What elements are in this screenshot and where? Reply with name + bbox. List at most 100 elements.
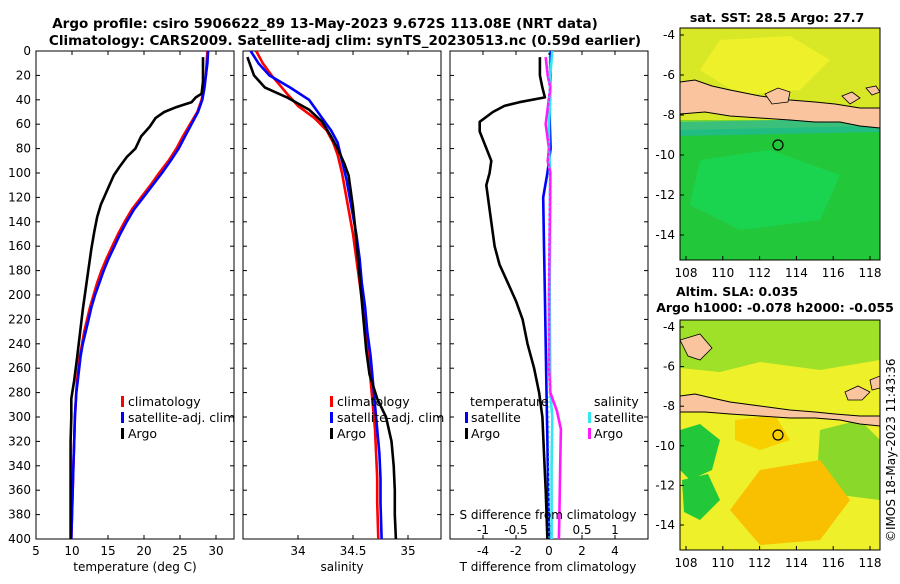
legend-s-argo-label: Argo bbox=[594, 426, 623, 441]
map-y-tick-label: -6 bbox=[663, 68, 675, 82]
x-tick-label: -4 bbox=[477, 544, 489, 558]
x-tick-label: 15 bbox=[100, 544, 115, 558]
depth-tick-label: 400 bbox=[8, 532, 31, 546]
salinity-plot-frame bbox=[242, 50, 442, 540]
sla-orange-patch-2 bbox=[735, 415, 790, 450]
series-line-climatology bbox=[70, 51, 209, 539]
salinity-legend: climatology satellite-adj. clim Argo bbox=[330, 394, 444, 441]
x-tick-label: 0 bbox=[545, 544, 553, 558]
legend-s-argo-swatch bbox=[588, 428, 591, 439]
map-x-tick-label: 114 bbox=[785, 266, 808, 280]
legend-climatology-swatch bbox=[121, 396, 124, 407]
series-line-argo bbox=[246, 56, 398, 539]
x-tick-label: 30 bbox=[208, 544, 223, 558]
map-y-tick-label: -14 bbox=[655, 228, 675, 242]
map-y-tick-label: -8 bbox=[663, 108, 675, 122]
sla-map-title-1: Altim. SLA: 0.035 bbox=[676, 284, 798, 299]
depth-tick-label: 80 bbox=[16, 142, 31, 156]
sla-north-green bbox=[680, 320, 880, 372]
map-x-tick-label: 118 bbox=[859, 266, 882, 280]
legend-t-argo-swatch bbox=[465, 428, 468, 439]
x-tick-label: 5 bbox=[32, 544, 40, 558]
map-x-tick-label: 116 bbox=[822, 556, 845, 570]
legend-s-satellite-label: satellite bbox=[594, 410, 644, 425]
top-tick-label: -1 bbox=[477, 523, 489, 537]
depth-tick-label: 340 bbox=[8, 459, 31, 473]
salinity-series bbox=[246, 51, 398, 539]
sla-map: Altim. SLA: 0.035 Argo h1000: -0.078 h20… bbox=[655, 284, 893, 570]
x-tick-label: 10 bbox=[64, 544, 79, 558]
header-line-2: Climatology: CARS2009. Satellite-adj cli… bbox=[49, 33, 641, 49]
map-x-tick-label: 108 bbox=[675, 266, 698, 280]
depth-tick-label: 280 bbox=[8, 386, 31, 400]
legend-satellite-swatch bbox=[330, 412, 333, 423]
sla-island-north bbox=[844, 385, 871, 401]
sla-green-west bbox=[680, 424, 720, 480]
sla-argo-location-marker bbox=[772, 429, 784, 441]
temperature-plot-frame bbox=[35, 50, 235, 540]
x-tick-label: 2 bbox=[578, 544, 586, 558]
map-y-tick-label: -8 bbox=[663, 399, 675, 413]
legend-argo-label: Argo bbox=[128, 426, 157, 441]
sst-island-east bbox=[841, 91, 861, 105]
x-tick-label: 34.5 bbox=[340, 544, 367, 558]
map-x-tick-label: 110 bbox=[711, 556, 734, 570]
sst-map-frame bbox=[679, 27, 881, 261]
series-line-t-argo bbox=[478, 57, 549, 539]
x-tick-label: 4 bbox=[611, 544, 619, 558]
map-y-tick-label: -12 bbox=[655, 188, 675, 202]
legend-argo-label: Argo bbox=[337, 426, 366, 441]
depth-tick-label: 60 bbox=[16, 117, 31, 131]
series-line-climatology bbox=[255, 51, 380, 539]
sst-island-north bbox=[764, 87, 791, 105]
map-x-tick-label: 116 bbox=[822, 266, 845, 280]
map-y-tick-label: -10 bbox=[655, 439, 675, 453]
depth-tick-label: 360 bbox=[8, 483, 31, 497]
map-x-tick-label: 112 bbox=[748, 266, 771, 280]
legend-t-satellite-swatch bbox=[465, 412, 468, 423]
depth-tick-label: 200 bbox=[8, 288, 31, 302]
difference-xlabel: T difference from climatology bbox=[459, 560, 637, 574]
sst-argo-location-marker bbox=[772, 139, 784, 151]
legend-satellite-label: satellite-adj. clim bbox=[128, 410, 235, 425]
map-y-tick-label: -4 bbox=[663, 320, 675, 334]
depth-tick-label: 380 bbox=[8, 508, 31, 522]
depth-tick-label: 20 bbox=[16, 68, 31, 82]
legend-temperature-heading: temperature bbox=[470, 394, 549, 409]
legend-argo-swatch bbox=[330, 428, 333, 439]
depth-tick-label: 100 bbox=[8, 166, 31, 180]
map-y-tick-label: -14 bbox=[655, 518, 675, 532]
sla-map-title-2: Argo h1000: -0.078 h2000: -0.055 bbox=[656, 300, 894, 315]
depth-tick-label: 240 bbox=[8, 337, 31, 351]
sst-map: sat. SST: 28.5 Argo: 27.7 -4 -6 -8 -10 -12 -1… bbox=[655, 10, 881, 280]
depth-tick-label: 160 bbox=[8, 239, 31, 253]
map-y-tick-label: -10 bbox=[655, 148, 675, 162]
difference-legend: temperature satellite Argo salinity sate… bbox=[465, 394, 644, 441]
depth-tick-label: 120 bbox=[8, 190, 31, 204]
depth-tick-label: 180 bbox=[8, 264, 31, 278]
sla-island-east bbox=[869, 375, 880, 391]
depth-tick-label: 40 bbox=[16, 93, 31, 107]
map-x-tick-label: 110 bbox=[711, 266, 734, 280]
x-tick-label: 20 bbox=[136, 544, 151, 558]
x-tick-label: -2 bbox=[510, 544, 522, 558]
depth-tick-label: 320 bbox=[8, 434, 31, 448]
temperature-legend: climatology satellite-adj. clim Argo bbox=[121, 394, 235, 441]
temperature-xlabel: temperature (deg C) bbox=[73, 560, 196, 574]
sla-orange-patch bbox=[730, 460, 850, 545]
sst-yellow-patch bbox=[700, 36, 830, 95]
depth-axis-ticks: 0 20 40 60 80 100 120 140 160 180 200 220 240 260 280 3… bbox=[8, 44, 648, 546]
map-x-tick-label: 112 bbox=[748, 556, 771, 570]
sst-map-ticks: -4 -6 -8 -10 -12 -14 108 110 112 114 116 118 bbox=[655, 28, 881, 280]
imos-timestamp: ©IMOS 18-May-2023 11:43:36 bbox=[884, 358, 898, 542]
top-tick-label: -0.5 bbox=[504, 523, 527, 537]
series-line-satellite-adj-clim bbox=[70, 51, 210, 539]
legend-climatology-label: climatology bbox=[128, 394, 201, 409]
map-y-tick-label: -4 bbox=[663, 28, 675, 42]
sst-landmass-java bbox=[680, 79, 880, 129]
top-tick-label: 0.5 bbox=[572, 523, 591, 537]
x-tick-label: 34 bbox=[290, 544, 305, 558]
legend-t-argo-label: Argo bbox=[471, 426, 500, 441]
salinity-x-ticks: 34 34.5 35 bbox=[290, 51, 416, 558]
legend-satellite-label: satellite-adj. clim bbox=[337, 410, 444, 425]
